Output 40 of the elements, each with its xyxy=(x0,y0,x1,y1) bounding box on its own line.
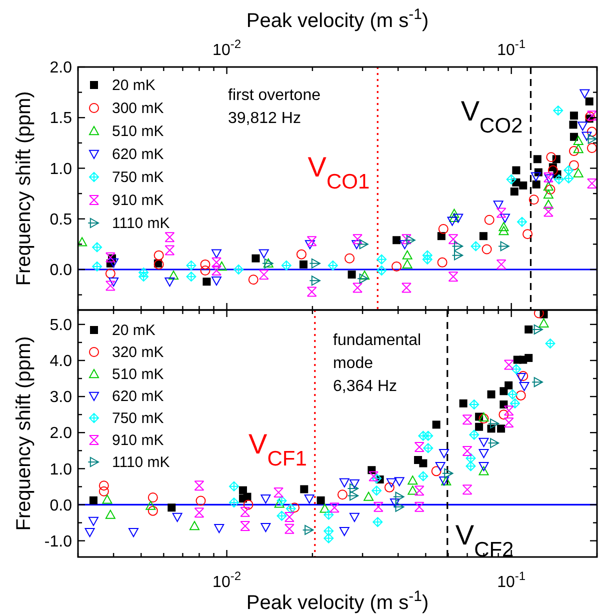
legend-label: 20 mK xyxy=(112,77,156,94)
legend-label: 1110 mK xyxy=(112,215,170,232)
y-tick-label: 1.0 xyxy=(50,461,72,478)
y-tick-label: 5.0 xyxy=(50,317,72,334)
y-tick-label: 4.0 xyxy=(50,353,72,370)
y-tick-label: 0.5 xyxy=(50,211,72,228)
x-tick-label: 10$^{-2}$ xyxy=(212,37,242,59)
y-tick-label: 2.0 xyxy=(50,60,72,77)
legend-label: 620 mK xyxy=(112,146,164,163)
legend-label: 20 mK xyxy=(112,322,156,339)
y-tick-label: 0.0 xyxy=(50,262,72,280)
legend-label: 750 mK xyxy=(112,410,164,427)
legend-label: 300 mK xyxy=(112,100,164,117)
y-tick-label: -1.0 xyxy=(44,533,72,550)
y-tick-label: 2.0 xyxy=(50,425,72,442)
ref-line-label: V$_{CO2}$ xyxy=(460,95,523,137)
legend-label: 620 mK xyxy=(112,388,164,405)
y-tick-label: 1.5 xyxy=(50,110,72,128)
legend-label: 1110 mK xyxy=(112,454,170,471)
y-tick-label: 0.0 xyxy=(50,497,72,514)
x-tick-label: 10$^{-1}$ xyxy=(497,37,526,59)
legend-label: 910 mK xyxy=(112,192,164,209)
y-axis-title: Frequency shift (ppm) xyxy=(13,336,35,531)
annotation: fundamental mode 6,364 Hz xyxy=(333,332,422,395)
y-tick-label: 1.0 xyxy=(50,160,72,178)
x-tick-label: 10$^{-2}$ xyxy=(212,569,242,591)
y-tick-label: 3.0 xyxy=(50,389,72,406)
legend-label: 510 mK xyxy=(112,366,164,383)
ref-line-label: V$_{CF2}$ xyxy=(455,520,514,562)
ref-line-label: V$_{CO1}$ xyxy=(308,151,370,193)
x-tick-label: 10$^{-1}$ xyxy=(497,569,526,591)
x-axis-title: Peak velocity (m s$^{-1}$) xyxy=(246,588,429,614)
legend-label: 750 mK xyxy=(112,169,164,186)
y-axis-title: Frequency shift (ppm) xyxy=(13,91,35,286)
legend-label: 910 mK xyxy=(112,432,164,449)
legend-label: 510 mK xyxy=(112,123,164,140)
legend-label: 320 mK xyxy=(112,344,164,361)
annotation: first overtone 39,812 Hz xyxy=(228,87,321,127)
x-axis-title: Peak velocity (m s$^{-1}$) xyxy=(246,6,429,32)
ref-line-label: V$_{CF1}$ xyxy=(248,428,307,470)
